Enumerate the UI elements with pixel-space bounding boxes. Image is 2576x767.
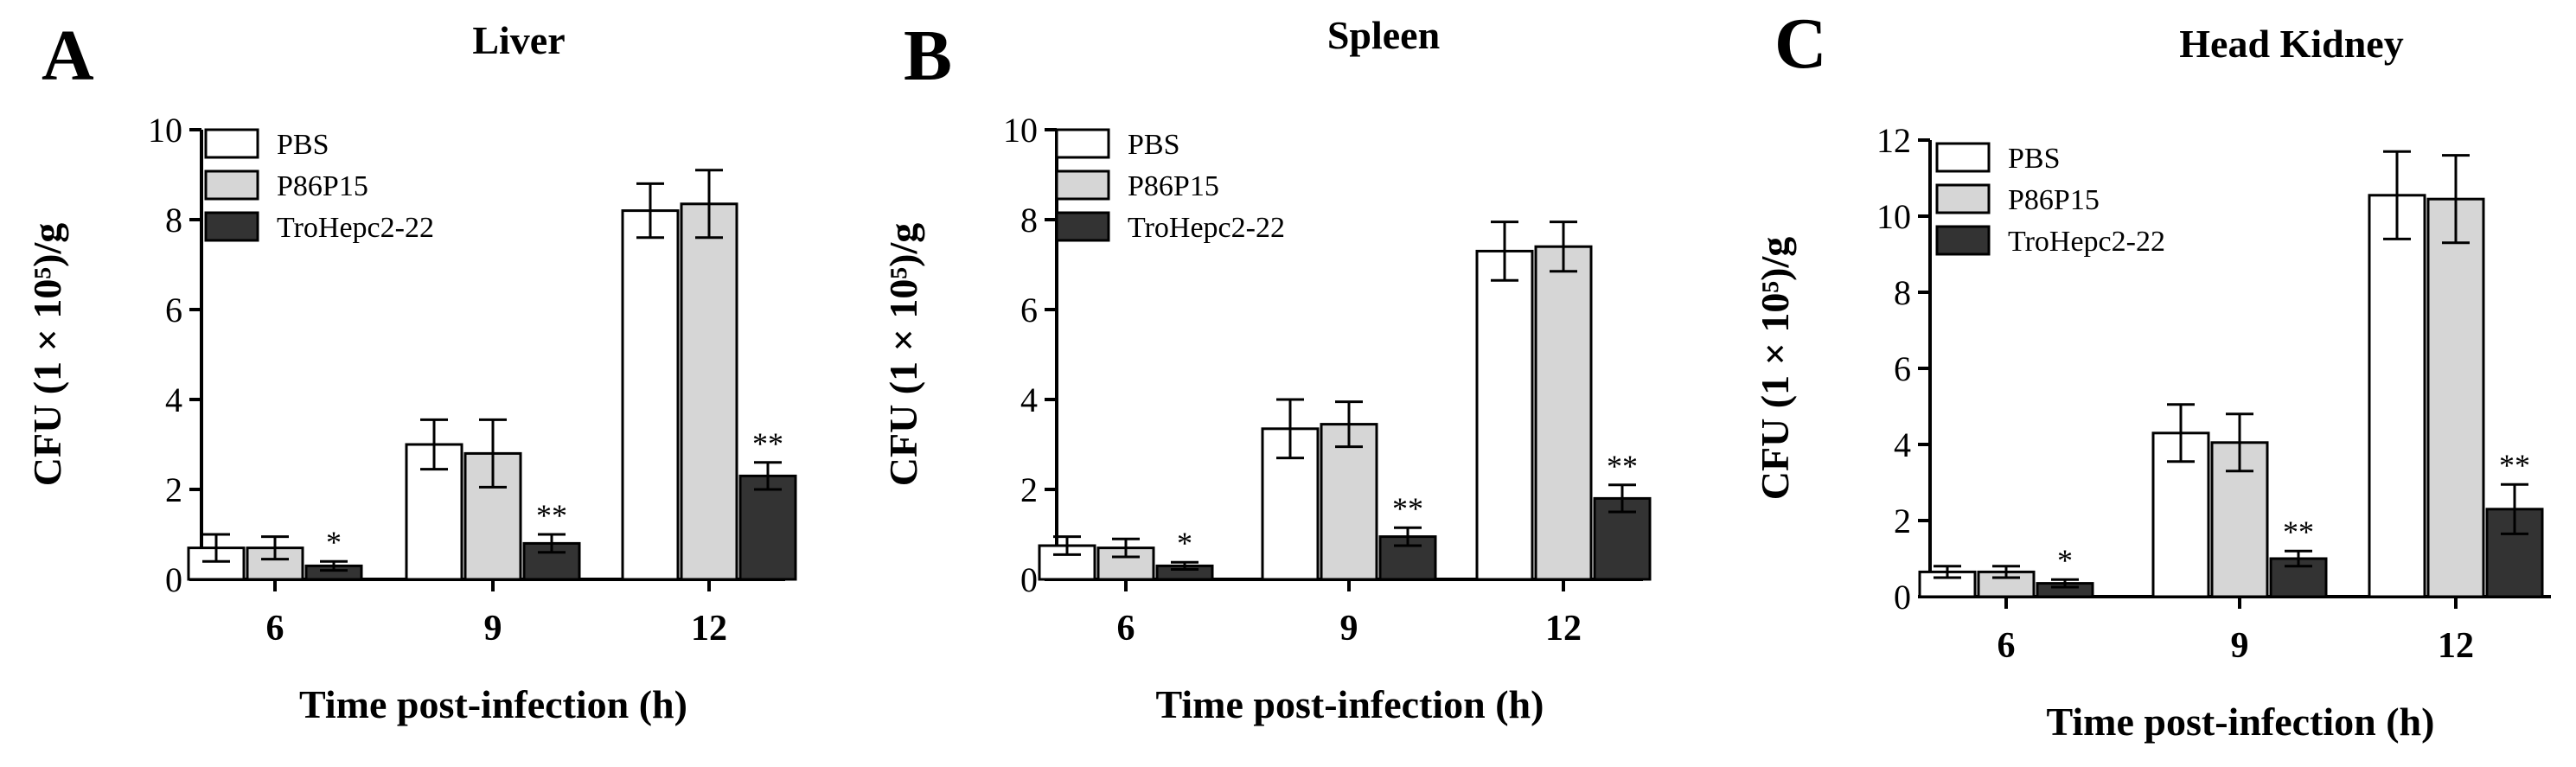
chart-title: Liver (472, 18, 565, 62)
significance-marker: ** (2283, 515, 2314, 549)
bar-p86p15 (1534, 245, 1593, 581)
chart-panel-c: C Head Kidney 0 2 4 6 8 10 12 CFU (1 × 10⁵)/g Time… (1753, 3, 2551, 744)
y-axis-label: CFU (1 × 10⁵)/g (25, 223, 69, 486)
legend-label: TroHepc2-22 (277, 212, 434, 244)
x-tick-label: 9 (1340, 609, 1358, 649)
y-tick-label: 10 (148, 111, 182, 150)
legend-swatch (1935, 183, 1991, 214)
x-axis-label: Time post-infection (h) (299, 682, 687, 726)
legend-label: P86P15 (277, 170, 368, 202)
chart-panel-a: A Liver 0 2 4 6 8 10 CFU (1 × 10⁵)/g Time post-in… (25, 16, 797, 726)
chart-panel-b: B Spleen 0 2 4 6 8 10 CFU (1 × 10⁵)/g Time post-i… (881, 13, 1652, 726)
legend-label: P86P15 (1128, 170, 1219, 202)
y-tick-label: 2 (1894, 502, 1911, 540)
significance-marker: ** (2499, 448, 2530, 483)
legend-label: P86P15 (2008, 184, 2100, 216)
y-tick-label: 6 (1894, 349, 1911, 388)
x-tick-label: 9 (484, 609, 502, 649)
y-axis-label: CFU (1 × 10⁵)/g (881, 223, 925, 486)
significance-marker: ** (1392, 491, 1423, 526)
x-tick-label: 6 (1117, 609, 1135, 649)
y-tick-label: 4 (1020, 380, 1038, 419)
y-tick-label: 0 (1894, 578, 1911, 617)
legend-label: PBS (1128, 129, 1180, 161)
legend-swatch (204, 128, 259, 159)
y-tick-label: 0 (165, 560, 182, 599)
significance-marker: * (326, 525, 342, 559)
bar-trohepc2-22 (738, 474, 797, 581)
y-tick-label: 0 (1020, 560, 1038, 599)
x-tick-label: 12 (691, 609, 727, 649)
legend-swatch (204, 169, 259, 201)
x-tick-label: 6 (266, 609, 284, 649)
y-tick-label: 8 (165, 201, 182, 240)
bar-pbs (2368, 194, 2426, 598)
legend-label: TroHepc2-22 (2008, 226, 2165, 258)
legend-swatch (1055, 169, 1110, 201)
bar-pbs (1475, 249, 1534, 581)
chart-title: Head Kidney (2179, 22, 2403, 66)
legend-swatch (1935, 142, 1991, 173)
significance-marker: * (1177, 526, 1192, 560)
y-tick-label: 8 (1020, 201, 1038, 240)
y-tick-label: 4 (165, 380, 182, 419)
y-tick-label: 6 (165, 291, 182, 329)
bar-pbs (405, 443, 463, 581)
y-tick-label: 10 (1003, 111, 1038, 150)
legend-swatch (1055, 128, 1110, 159)
legend-swatch (1055, 211, 1110, 242)
bar-pbs (621, 209, 680, 581)
significance-marker: ** (536, 498, 567, 533)
y-tick-label: 8 (1894, 273, 1911, 312)
x-tick-label: 9 (2231, 626, 2249, 666)
x-tick-label: 12 (2438, 626, 2474, 666)
x-tick-label: 6 (1998, 626, 2016, 666)
y-tick-label: 6 (1020, 291, 1038, 329)
y-tick-label: 12 (1876, 121, 1911, 160)
y-tick-label: 2 (165, 470, 182, 509)
legend-label: TroHepc2-22 (1128, 212, 1285, 244)
x-axis-label: Time post-infection (h) (2047, 700, 2435, 744)
panel-letter: B (904, 16, 952, 96)
legend-swatch (1935, 225, 1991, 256)
significance-marker: ** (1607, 449, 1638, 483)
y-axis-label: CFU (1 × 10⁵)/g (1753, 237, 1797, 500)
x-tick-label: 12 (1545, 609, 1582, 649)
y-tick-label: 10 (1876, 197, 1911, 236)
panel-letter: C (1774, 3, 1827, 84)
x-axis-label: Time post-infection (h) (1156, 682, 1544, 726)
bar-p86p15 (680, 202, 738, 581)
significance-marker: * (2057, 543, 2073, 578)
significance-marker: ** (752, 426, 783, 461)
bar-p86p15 (2426, 197, 2485, 598)
y-tick-label: 4 (1894, 425, 1911, 464)
y-tick-label: 2 (1020, 470, 1038, 509)
chart-title: Spleen (1327, 13, 1440, 57)
legend-label: PBS (277, 129, 329, 161)
legend-label: PBS (2008, 143, 2061, 175)
legend-swatch (204, 211, 259, 242)
panel-letter: A (42, 16, 94, 96)
